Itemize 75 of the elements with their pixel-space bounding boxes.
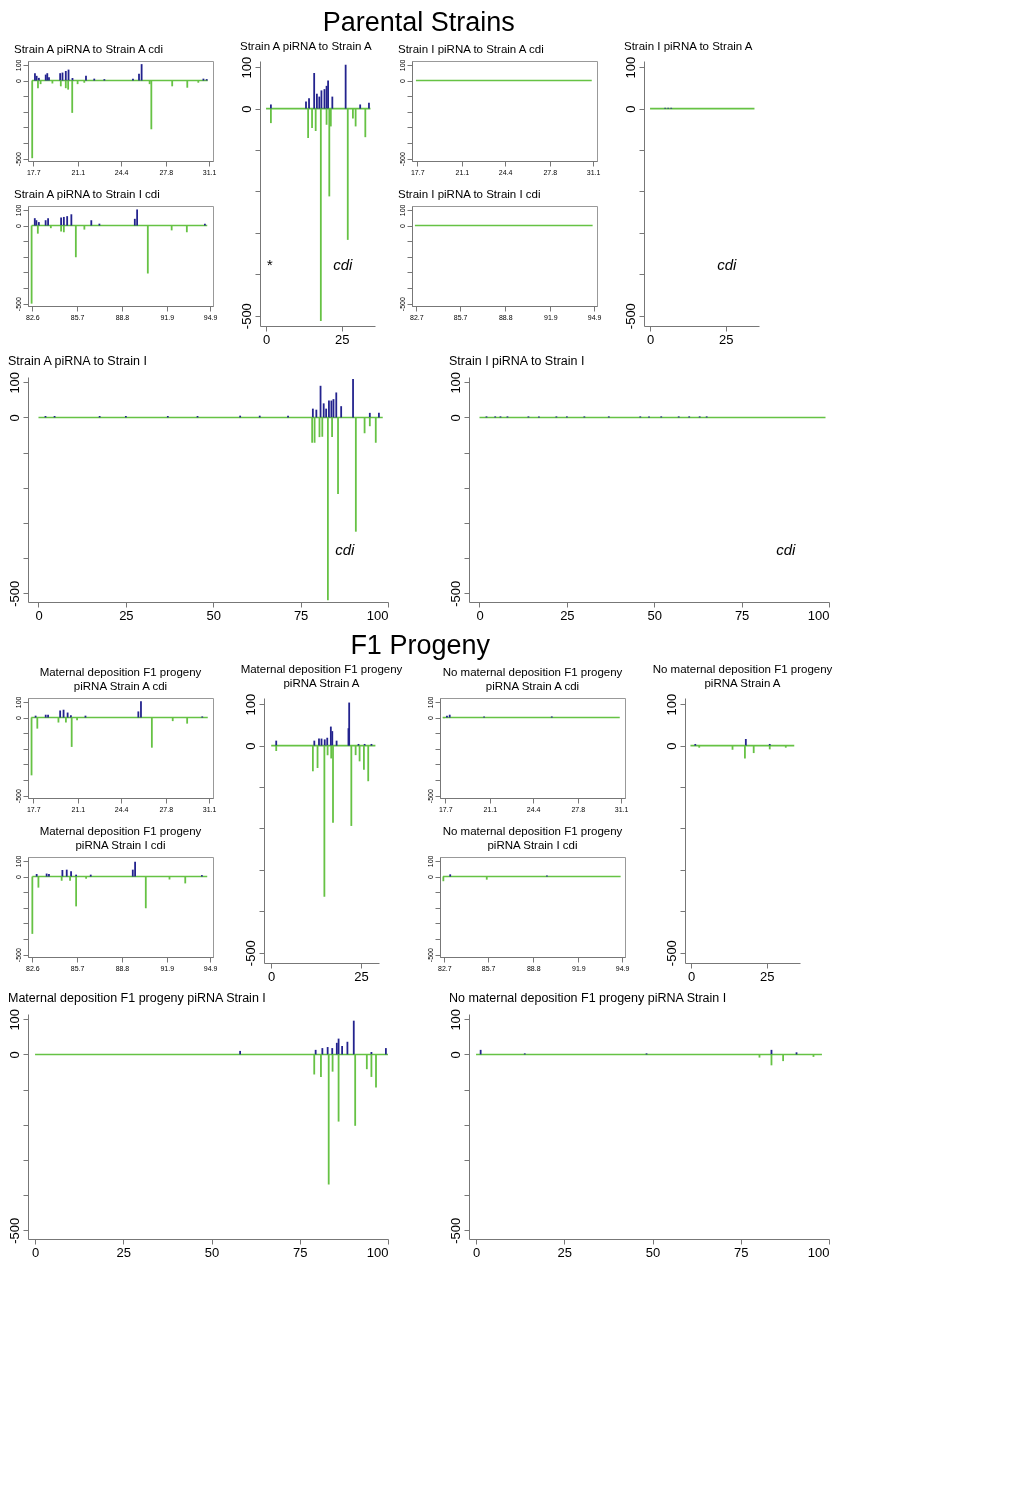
x-tick-label: 0 — [476, 607, 484, 623]
annotation: * — [266, 256, 274, 274]
x-tick-label: 75 — [293, 607, 309, 623]
x-tick-label: 50 — [645, 1244, 661, 1260]
y-tick-label: 0 — [242, 742, 258, 750]
x-tick-label: 0 — [35, 607, 43, 623]
x-tick-label: 25 — [759, 968, 775, 984]
y-tick-label: -500 — [6, 1217, 22, 1244]
x-tick-label: 75 — [734, 1244, 749, 1260]
y-tick-label: -500 — [447, 1217, 463, 1244]
x-tick-label: 25 — [119, 607, 134, 623]
chart-title: Maternal deposition F1 progeny piRNA Strain I cdi — [39, 825, 202, 851]
x-tick-label: 0 — [646, 331, 655, 347]
y-tick-label: 100 — [238, 56, 254, 79]
x-tick-label: 25 — [116, 1244, 132, 1260]
chart-title: No maternal deposition F1 progeny piRNA Strain I cdi — [442, 825, 623, 851]
y-tick-label: 100 — [447, 371, 463, 394]
chart-title: Maternal deposition F1 progeny piRNA Strain A — [240, 663, 403, 689]
x-tick-label: 75 — [293, 1244, 308, 1260]
chart-title: Maternal deposition F1 progeny piRNA Strain I — [8, 990, 266, 1005]
y-tick-label: -500 — [238, 303, 254, 330]
x-tick-label: 0 — [687, 968, 696, 984]
chart-title: Strain I piRNA to Strain A — [624, 39, 753, 52]
x-tick-label: 100 — [366, 1244, 389, 1260]
y-tick-label: 100 — [622, 56, 638, 79]
annotation: cdi — [333, 256, 354, 274]
annotation: cdi — [717, 256, 738, 274]
x-tick-label: 50 — [647, 607, 662, 623]
chart-title: No maternal deposition F1 progeny piRNA Strain A — [652, 663, 833, 689]
y-tick-label: -500 — [242, 940, 258, 967]
x-tick-label: 0 — [268, 968, 276, 984]
x-tick-label: 100 — [807, 1244, 830, 1260]
chart-title: Strain I piRNA to Strain A cdi — [398, 42, 544, 55]
x-tick-label: 100 — [366, 607, 389, 623]
y-tick-label: -500 — [663, 940, 679, 967]
x-tick-label: 75 — [734, 607, 750, 623]
y-tick-label: -500 — [447, 580, 463, 607]
chart-title: Strain A piRNA to Strain I — [8, 353, 147, 368]
x-tick-label: 0 — [262, 331, 271, 347]
y-tick-label: 100 — [242, 693, 258, 716]
y-tick-label: 0 — [6, 414, 22, 422]
chart-title: Maternal deposition F1 progeny piRNA Strain A cdi — [39, 666, 202, 692]
annotation: cdi — [776, 541, 797, 559]
y-tick-label: 0 — [6, 1051, 22, 1059]
x-tick-label: 0 — [472, 1244, 481, 1260]
chart-title: Strain A piRNA to Strain I cdi — [14, 187, 160, 200]
y-tick-label: 0 — [447, 1051, 463, 1059]
x-tick-label: 25 — [334, 331, 350, 347]
y-tick-label: 100 — [447, 1008, 463, 1031]
annotation: cdi — [335, 541, 356, 559]
chart-title: Strain I piRNA to Strain I — [449, 353, 585, 368]
x-tick-label: 50 — [204, 1244, 220, 1260]
x-tick-label: 25 — [718, 331, 734, 347]
chart-title: No maternal deposition F1 progeny piRNA Strain A cdi — [442, 666, 623, 692]
x-tick-label: 100 — [807, 607, 830, 623]
chart-title: Strain A piRNA to Strain A — [240, 39, 373, 52]
chart-title: Strain I piRNA to Strain I cdi — [398, 187, 541, 200]
x-tick-label: 50 — [206, 607, 221, 623]
y-tick-label: -500 — [6, 580, 22, 607]
y-tick-label: 100 — [663, 693, 679, 716]
x-tick-label: 25 — [560, 607, 575, 623]
x-tick-label: 25 — [557, 1244, 573, 1260]
y-tick-label: 0 — [663, 742, 679, 750]
x-tick-label: 0 — [31, 1244, 40, 1260]
chart-title: No maternal deposition F1 progeny piRNA Strain I — [449, 990, 727, 1005]
chart-title: Strain A piRNA to Strain A cdi — [14, 42, 163, 55]
y-tick-label: -500 — [622, 303, 638, 330]
y-tick-label: 0 — [238, 105, 254, 113]
text: F1 Progeny — [350, 630, 491, 661]
x-tick-label: 25 — [354, 968, 369, 984]
y-tick-label: 0 — [447, 414, 463, 422]
y-tick-label: 100 — [6, 1008, 22, 1031]
y-tick-label: 100 — [6, 371, 22, 394]
y-tick-label: 0 — [622, 105, 638, 113]
text: Parental Strains — [322, 6, 515, 37]
